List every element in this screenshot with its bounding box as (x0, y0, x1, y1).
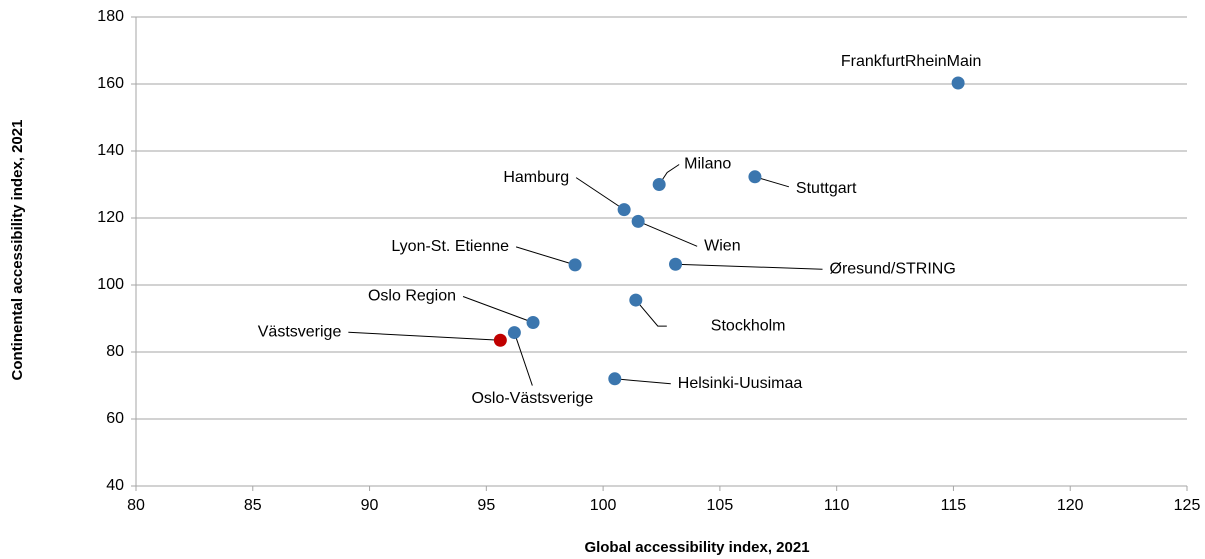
x-tick-label: 90 (361, 497, 379, 514)
x-tick-label: 105 (707, 497, 734, 514)
point-label: FrankfurtRheinMain (841, 53, 982, 70)
y-tick-label: 60 (106, 410, 124, 427)
y-axis-title: Continental accessibility index, 2021 (9, 120, 26, 381)
x-tick-label: 85 (244, 497, 262, 514)
point (629, 293, 643, 307)
leader-line (513, 332, 533, 386)
x-axis-title: Global accessibility index, 2021 (584, 539, 809, 556)
point-label: Stuttgart (796, 180, 857, 197)
point (568, 258, 582, 272)
point (748, 170, 762, 184)
point-label: Øresund/STRING (830, 260, 956, 277)
leader-line (614, 378, 671, 385)
y-tick-label: 80 (106, 343, 124, 360)
point (631, 214, 645, 228)
point-label: Oslo-Västsverige (471, 390, 593, 407)
point-label: Hamburg (503, 169, 569, 186)
point (507, 326, 521, 340)
x-tick-label: 80 (127, 497, 145, 514)
leader-line (637, 220, 698, 247)
leader-line (462, 296, 534, 323)
point (669, 257, 683, 271)
point-label: Lyon-St. Etienne (391, 238, 509, 255)
point-label: Stockholm (711, 317, 786, 334)
point-label: Milano (684, 156, 731, 173)
point (493, 333, 507, 347)
point (608, 372, 622, 386)
point (617, 203, 631, 217)
leader-line (675, 263, 823, 270)
point (652, 178, 666, 191)
point-label: Västsverige (258, 323, 342, 340)
leader-line (635, 299, 667, 327)
leader-line (575, 177, 625, 211)
x-tick-label: 110 (824, 497, 850, 514)
leader-line (348, 331, 501, 341)
point-label: Oslo Region (368, 288, 456, 305)
y-tick-label: 180 (97, 8, 124, 25)
leader-line (515, 246, 576, 266)
point (526, 316, 540, 330)
x-tick-label: 115 (941, 497, 967, 514)
y-tick-label: 160 (97, 75, 124, 92)
y-tick-label: 140 (97, 142, 124, 159)
y-tick-label: 40 (106, 477, 124, 494)
x-tick-label: 100 (590, 497, 617, 514)
point-label: Wien (704, 238, 740, 255)
y-tick-label: 120 (97, 209, 124, 226)
point-label: Helsinki-Uusimaa (678, 375, 803, 392)
x-tick-label: 120 (1057, 497, 1084, 514)
point (951, 76, 965, 90)
x-tick-label: 125 (1174, 497, 1201, 514)
y-tick-label: 100 (97, 276, 124, 293)
x-tick-label: 95 (477, 497, 495, 514)
